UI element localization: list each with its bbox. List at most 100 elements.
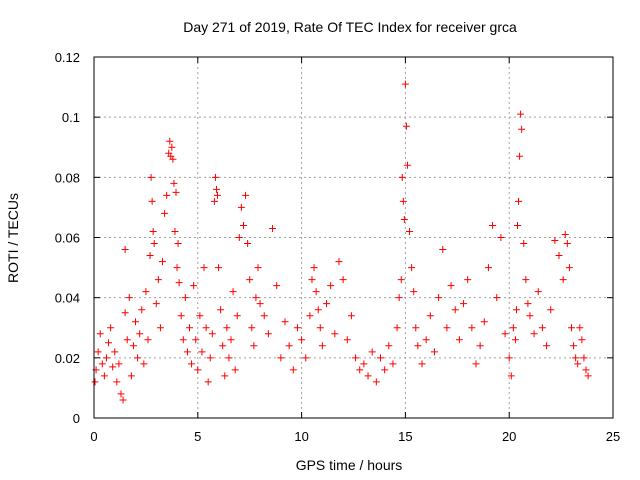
data-point xyxy=(514,221,522,229)
data-point xyxy=(534,288,542,296)
data-point xyxy=(217,306,225,314)
data-point xyxy=(439,246,447,254)
data-point xyxy=(406,227,414,235)
data-point xyxy=(198,348,206,356)
data-point xyxy=(570,342,578,350)
data-point xyxy=(567,324,575,332)
data-point xyxy=(580,354,588,362)
y-tick-label: 0.02 xyxy=(55,351,80,366)
data-point xyxy=(188,360,196,368)
data-point xyxy=(174,240,182,248)
data-point xyxy=(507,372,515,380)
data-point xyxy=(505,354,513,362)
data-point xyxy=(219,342,227,350)
data-point xyxy=(146,252,154,260)
data-point xyxy=(210,197,218,205)
data-point xyxy=(102,354,110,362)
data-point xyxy=(109,363,117,371)
data-point xyxy=(339,276,347,284)
data-point xyxy=(136,330,144,338)
data-point xyxy=(100,372,108,380)
data-point xyxy=(132,318,140,326)
data-point xyxy=(489,221,497,229)
data-point xyxy=(285,342,293,350)
data-point xyxy=(142,288,150,296)
data-point xyxy=(177,312,185,320)
data-point xyxy=(484,264,492,272)
data-point xyxy=(511,336,519,344)
data-point xyxy=(522,276,530,284)
data-point xyxy=(264,330,272,338)
data-point xyxy=(414,342,422,350)
data-point xyxy=(229,288,237,296)
data-point xyxy=(397,276,405,284)
data-point xyxy=(430,348,438,356)
data-point xyxy=(215,264,223,272)
y-tick-label: 0.12 xyxy=(55,50,80,65)
data-point xyxy=(273,282,281,290)
data-point xyxy=(252,294,260,302)
data-point xyxy=(244,240,252,248)
data-point xyxy=(169,155,177,163)
data-point xyxy=(312,288,320,296)
data-point xyxy=(398,173,406,181)
grid-lines xyxy=(94,57,613,418)
data-point xyxy=(248,324,256,332)
data-point xyxy=(402,122,410,130)
data-point xyxy=(555,252,563,260)
y-tick-label: 0.1 xyxy=(62,110,80,125)
data-point xyxy=(412,324,420,332)
data-point xyxy=(501,330,509,338)
data-point xyxy=(212,185,220,193)
data-point xyxy=(493,294,501,302)
data-point xyxy=(194,366,202,374)
data-point xyxy=(211,173,219,181)
data-point xyxy=(547,306,555,314)
data-point xyxy=(231,366,239,374)
x-tick-label: 0 xyxy=(90,429,97,444)
data-point xyxy=(565,264,573,272)
data-point xyxy=(123,336,131,344)
data-point xyxy=(520,240,528,248)
data-point xyxy=(399,197,407,205)
y-tick-label: 0.06 xyxy=(55,231,80,246)
data-point xyxy=(447,282,455,290)
data-point xyxy=(372,378,380,386)
data-point xyxy=(289,366,297,374)
data-point xyxy=(302,354,310,362)
data-point xyxy=(318,342,326,350)
data-point xyxy=(524,300,532,308)
data-point xyxy=(181,294,189,302)
data-point xyxy=(161,209,169,217)
data-point xyxy=(190,282,198,290)
data-point xyxy=(422,336,430,344)
data-point xyxy=(121,309,129,317)
data-point xyxy=(94,348,102,356)
data-point xyxy=(331,330,339,338)
data-point xyxy=(403,161,411,169)
data-point xyxy=(200,264,208,272)
data-point xyxy=(468,324,476,332)
data-point xyxy=(119,396,127,404)
data-points xyxy=(91,80,592,404)
data-point xyxy=(335,258,343,266)
data-point xyxy=(233,312,241,320)
data-point xyxy=(530,330,538,338)
data-point xyxy=(308,276,316,284)
data-point xyxy=(512,306,520,314)
data-point xyxy=(156,324,164,332)
data-point xyxy=(105,339,113,347)
data-point xyxy=(376,354,384,362)
y-tick-label: 0.08 xyxy=(55,170,80,185)
data-point xyxy=(117,390,125,398)
data-point xyxy=(368,348,376,356)
data-point xyxy=(538,324,546,332)
data-point xyxy=(175,279,183,287)
data-point xyxy=(246,276,254,284)
data-point xyxy=(152,300,160,308)
x-tick-label: 10 xyxy=(294,429,308,444)
data-point xyxy=(543,342,551,350)
data-point xyxy=(172,188,180,196)
data-point xyxy=(277,354,285,362)
